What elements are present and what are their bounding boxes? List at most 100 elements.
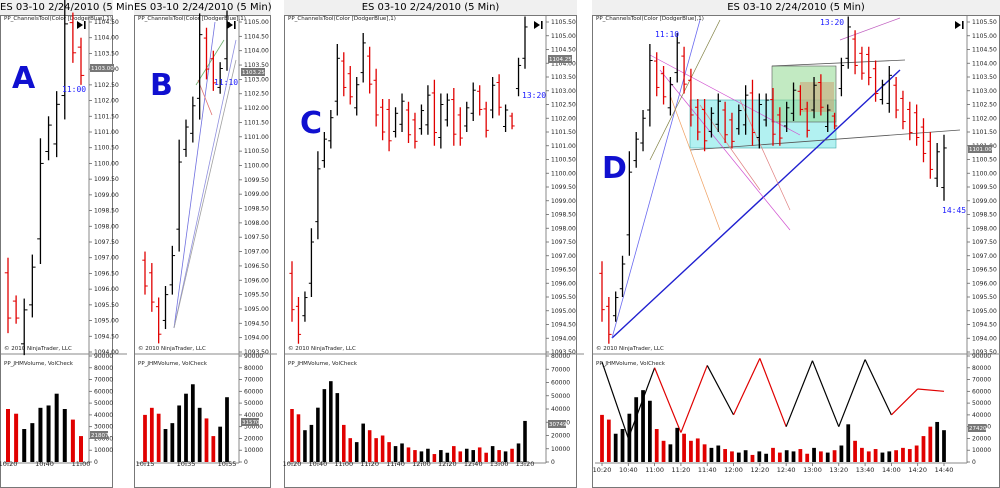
- volume-tick-label: 70000: [244, 377, 263, 384]
- y-tick-label: 1096.50: [551, 267, 576, 274]
- volume-bar: [860, 447, 864, 462]
- price-marker-value: 1101.00: [969, 147, 992, 153]
- x-tick-label: 11:00: [72, 460, 91, 468]
- y-tick-label: 1104.50: [551, 47, 576, 54]
- volume-bar: [348, 438, 353, 462]
- x-tick-label: 13:20: [516, 460, 535, 468]
- y-tick-label: 1098.00: [551, 225, 576, 232]
- volume-bar: [225, 397, 229, 462]
- panel-letter: B: [150, 68, 173, 103]
- volume-bar: [177, 405, 182, 462]
- volume-tick-label: 70000: [551, 366, 570, 373]
- price-marker-box: [241, 68, 265, 76]
- x-tick-label: 14:40: [935, 466, 954, 474]
- channel-zone-tan: [800, 82, 834, 112]
- volume-bar: [30, 423, 35, 462]
- chart-title: ES 03-10 2/24/2010 (5 Min): [361, 2, 500, 13]
- volume-bar: [335, 393, 340, 462]
- time-marker-label: 11:10: [214, 78, 238, 87]
- volume-bar: [190, 384, 195, 462]
- y-tick-label: 1105.00: [551, 33, 576, 40]
- y-tick-label: 1099.00: [551, 198, 576, 205]
- time-marker-label: 11:00: [62, 85, 86, 94]
- volume-bar: [387, 442, 391, 462]
- volume-bar: [771, 447, 775, 462]
- y-tick-label: 1097.00: [94, 255, 119, 262]
- volume-bar: [497, 450, 501, 462]
- fan-line-pink: [699, 104, 761, 191]
- volume-tick-label: 80000: [94, 365, 113, 372]
- x-tick-label: 11:40: [386, 460, 405, 468]
- y-tick-label: 1096.50: [972, 267, 997, 274]
- y-tick-label: 1095.00: [972, 308, 997, 315]
- play-icon-bar: [234, 21, 236, 29]
- volume-bar: [689, 440, 693, 462]
- indicator-label: PP_ChannelsTool(Color [DodgerBlue],1): [138, 16, 246, 22]
- price-marker-value: 1103.25: [242, 70, 265, 76]
- y-tick-label: 1103.00: [972, 88, 997, 95]
- y-tick-label: 1095.00: [94, 318, 119, 325]
- y-tick-label: 1101.50: [94, 113, 119, 120]
- price-marker-box: [90, 64, 114, 72]
- volume-bar: [627, 413, 632, 462]
- y-tick-label: 1105.00: [244, 19, 269, 26]
- y-tick-label: 1104.50: [94, 19, 119, 26]
- y-tick-label: 1098.00: [972, 225, 997, 232]
- volume-bar: [329, 381, 333, 462]
- y-tick-label: 1099.50: [244, 177, 269, 184]
- y-tick-label: 1094.00: [972, 335, 997, 342]
- x-tick-label: 12:40: [777, 466, 796, 474]
- y-tick-label: 1101.50: [972, 129, 997, 136]
- volume-bar: [163, 429, 168, 462]
- volume-bar: [316, 407, 320, 462]
- volume-tick-label: 20000: [972, 435, 991, 442]
- y-tick-label: 1097.00: [244, 249, 269, 256]
- time-marker-label: 11:10: [655, 30, 679, 39]
- volume-bar: [439, 450, 443, 462]
- volume-zigzag-segment: [811, 360, 840, 427]
- volume-bar: [942, 430, 946, 462]
- indicator-label: PP_ChannelsTool(Color [DodgerBlue],1): [596, 16, 704, 22]
- y-tick-label: 1094.50: [244, 320, 269, 327]
- volume-tick-label: 20000: [244, 435, 263, 442]
- volume-bar: [290, 409, 294, 462]
- y-tick-label: 1095.00: [244, 306, 269, 313]
- time-marker-label: 13:20: [522, 91, 546, 100]
- volume-bar: [62, 409, 67, 462]
- time-marker-label: 14:45: [942, 206, 966, 215]
- indicator-label: PP_ChannelsTool(Color [DodgerBlue],1): [4, 16, 112, 22]
- x-tick-label: 10:55: [218, 460, 237, 468]
- y-tick-label: 1101.50: [551, 129, 576, 136]
- volume-bar: [606, 419, 611, 462]
- y-tick-label: 1099.00: [244, 191, 269, 198]
- volume-tick-label: 0: [551, 459, 555, 466]
- fan-line-magenta: [649, 54, 801, 136]
- volume-tick-label: 40000: [551, 406, 570, 413]
- volume-tick-label: 50000: [94, 400, 113, 407]
- y-tick-label: 1103.00: [551, 88, 576, 95]
- y-tick-label: 1098.00: [94, 223, 119, 230]
- volume-zigzag-segment: [732, 358, 761, 416]
- volume-bar: [866, 451, 871, 462]
- volume-bar: [510, 448, 514, 462]
- volume-bar: [406, 447, 411, 462]
- chart-panel-c: ES 03-10 2/24/2010 (5 Min): [284, 0, 577, 488]
- y-tick-label: 1094.00: [551, 335, 576, 342]
- volume-bar: [641, 390, 645, 462]
- y-tick-label: 1102.00: [244, 105, 269, 112]
- copyright-label: © 2010 NinjaTrader, LLC: [596, 345, 664, 352]
- volume-bar: [784, 450, 789, 462]
- y-tick-label: 1101.00: [551, 143, 576, 150]
- volume-tick-label: 10000: [551, 446, 570, 453]
- trendline-gray: [173, 59, 237, 329]
- volume-bar: [14, 413, 19, 462]
- y-tick-label: 1095.50: [972, 294, 997, 301]
- volume-tick-label: 60000: [244, 388, 263, 395]
- y-tick-label: 1102.50: [551, 102, 576, 109]
- volume-bar: [22, 429, 27, 462]
- y-tick-label: 1101.50: [244, 119, 269, 126]
- volume-bar: [149, 407, 154, 462]
- volume-tick-label: 80000: [972, 365, 991, 372]
- volume-bar: [452, 446, 456, 462]
- y-tick-label: 1095.50: [244, 292, 269, 299]
